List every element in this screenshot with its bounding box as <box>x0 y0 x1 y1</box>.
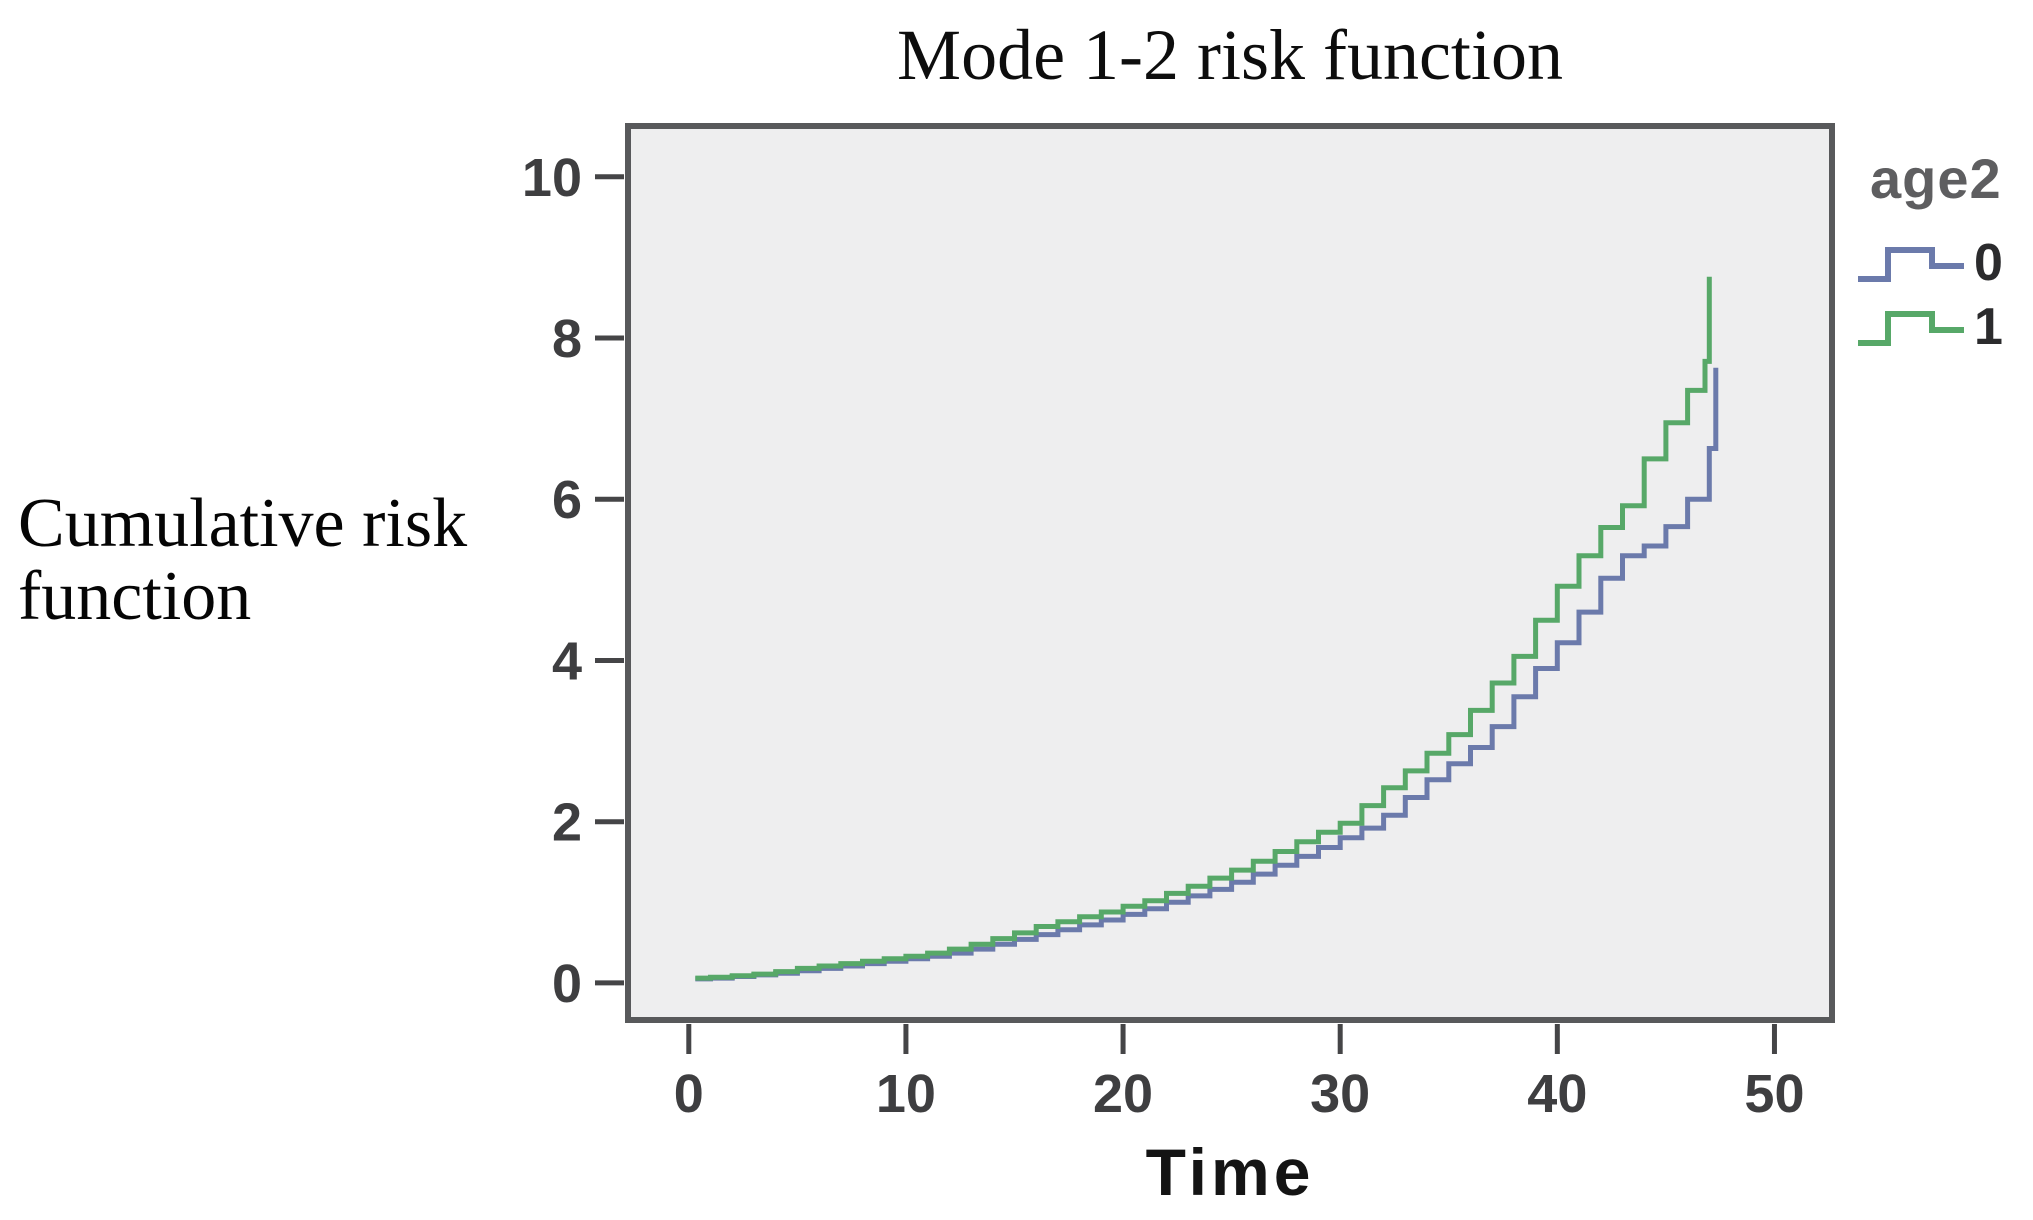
legend-line-icon <box>1858 247 1964 282</box>
legend-entry-0: 0 <box>1856 233 2032 293</box>
legend-line-icon <box>1858 311 1964 346</box>
x-tick-label: 20 <box>1093 1064 1153 1124</box>
legend-entry-label: 1 <box>1974 298 2003 356</box>
legend-entry-1: 1 <box>1856 297 2032 357</box>
y-tick-label: 8 <box>552 309 582 369</box>
chart-title: Mode 1-2 risk function <box>897 15 1563 95</box>
x-tick-label: 0 <box>674 1064 704 1124</box>
y-axis-title-line1: Cumulative risk <box>18 485 468 562</box>
legend-line-glyph <box>1858 247 1964 282</box>
x-axis-title: Time <box>1145 1135 1315 1209</box>
y-tick-label: 0 <box>552 954 582 1014</box>
y-tick-label: 2 <box>552 793 582 853</box>
x-tick-label: 30 <box>1310 1064 1370 1124</box>
x-tick-label: 50 <box>1744 1064 1804 1124</box>
y-tick-label: 4 <box>552 631 582 691</box>
y-axis-title: Cumulative risk function <box>18 485 578 635</box>
legend-line-glyph <box>1858 311 1964 346</box>
y-tick-label: 10 <box>522 148 582 208</box>
series-1-line <box>695 276 1712 981</box>
x-tick-label: 10 <box>876 1064 936 1124</box>
y-axis-title-line2: function <box>18 557 252 635</box>
legend-title: age2 <box>1870 147 2002 210</box>
y-tick-label: 6 <box>552 470 582 530</box>
legend-entry-label: 0 <box>1974 234 2003 292</box>
x-tick-label: 40 <box>1527 1064 1587 1124</box>
